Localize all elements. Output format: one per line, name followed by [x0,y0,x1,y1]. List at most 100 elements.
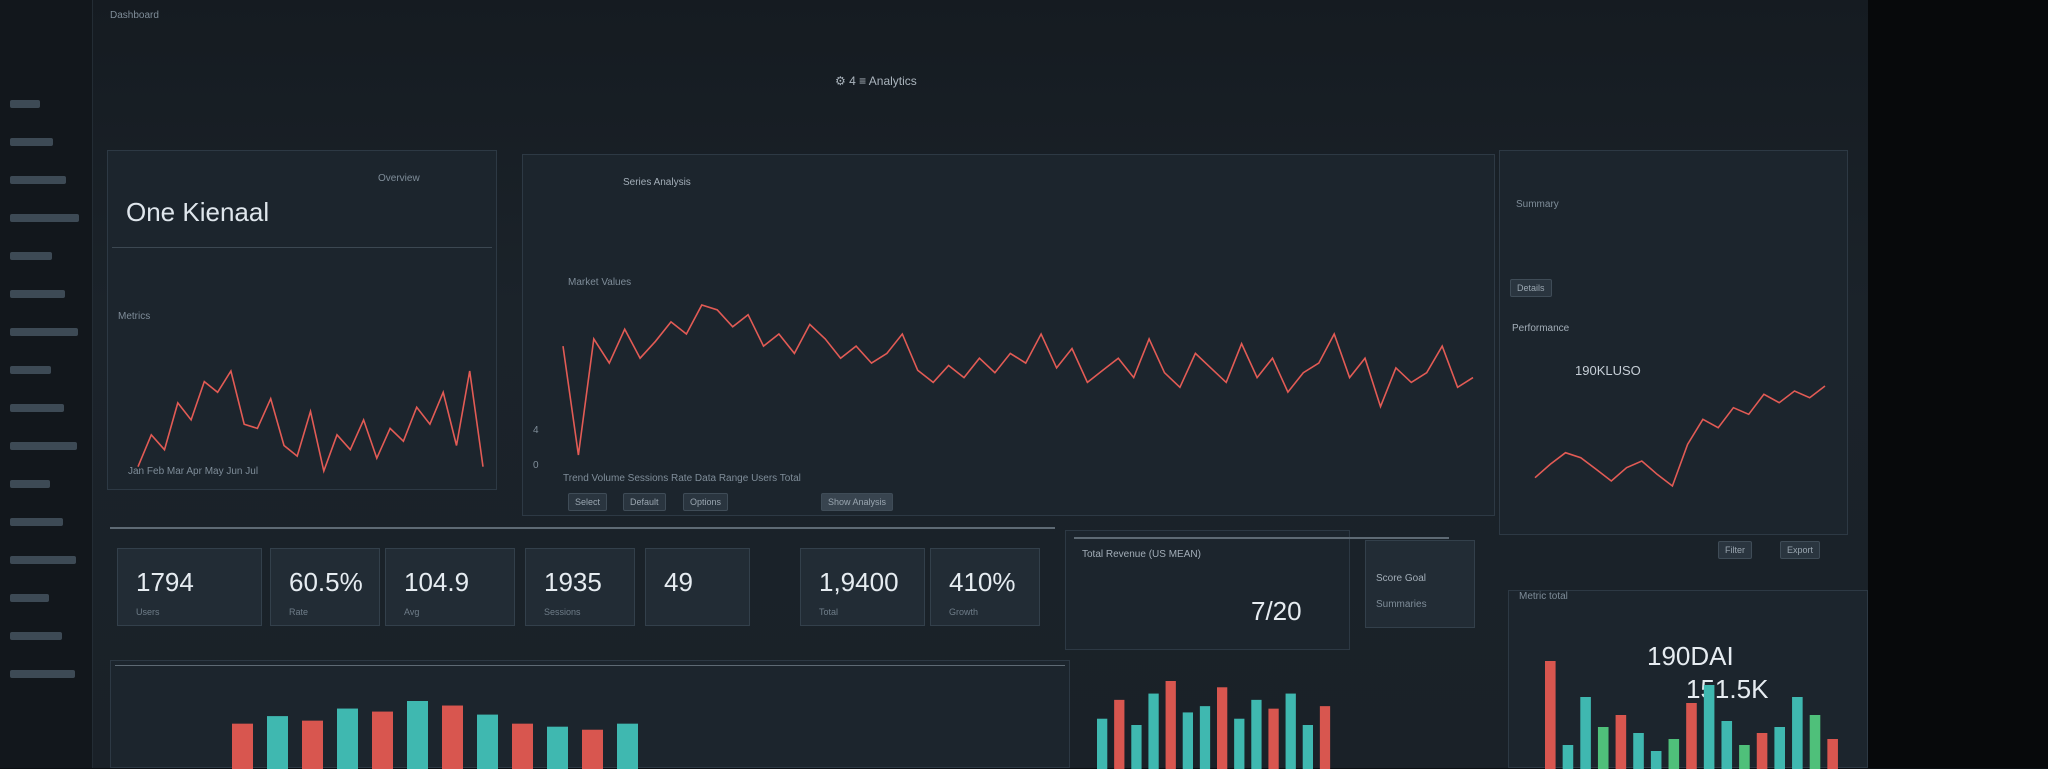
score-card: Score Goal Summaries [1365,540,1475,628]
bar [1302,725,1313,769]
bar [1285,693,1296,769]
bar [1097,718,1108,769]
bar [1650,751,1662,769]
kpi-label: Avg [404,607,420,617]
right-line-chart [1534,385,1826,488]
export-button[interactable]: Export [1780,541,1821,559]
bar [1739,745,1750,769]
bar [1199,706,1211,769]
bar [582,729,603,769]
select-button[interactable]: Select [568,493,608,511]
kpi-value: 1794 [136,567,194,597]
bottom-left-panel [110,660,1331,769]
bar [1182,712,1193,769]
sidebar-item[interactable] [10,138,53,146]
sidebar-item[interactable] [10,480,50,488]
divider [115,665,1065,666]
card-subtitle: Summaries [1376,599,1427,610]
dashboard-screen: Dashboard ⚙ 4 ≡ Analytics Overview One K… [0,0,1868,769]
details-tab[interactable]: Details [1510,279,1552,297]
center-chart-panel: Series Analysis Market Values 4 0 Trend … [522,154,1495,516]
kpi-card: 1935 Sessions [525,548,635,626]
bar [442,705,463,769]
sidebar-item[interactable] [10,100,40,108]
y-tick: 0 [533,460,539,471]
sidebar-item[interactable] [10,442,77,450]
bottom-right-panel: Metric total 190DAI 151.5K [1508,590,1868,769]
panel-title: Total Revenue (US MEAN) [1082,549,1201,560]
metric-value: 190DAI [1647,641,1734,671]
sidebar-item[interactable] [10,632,62,640]
bar [1234,718,1245,769]
series-line [137,368,484,474]
bar [1809,715,1821,769]
default-button[interactable]: Default [623,493,666,511]
kpi-value: 410% [949,567,1016,597]
kpi-value: 1935 [544,567,602,597]
y-tick: 4 [533,425,539,436]
sidebar-item[interactable] [10,556,76,564]
metric-value-secondary: 151.5K [1686,674,1769,704]
kpi-value: 49 [664,567,693,597]
kpi-card: 49 [645,548,750,626]
x-axis-labels: Trend Volume Sessions Rate Data Range Us… [563,473,801,484]
sidebar-item[interactable] [10,252,52,260]
sidebar-item[interactable] [10,290,65,298]
sidebar-item[interactable] [10,404,64,412]
kpi-label: Growth [949,607,979,617]
bar [1131,725,1142,769]
filter-button[interactable]: Filter [1718,541,1752,559]
sidebar-item[interactable] [10,518,63,526]
bar [1703,685,1715,769]
bar [337,708,358,769]
bar [1792,697,1803,769]
kpi-value: 60.5% [289,567,363,597]
topbar-title: Dashboard [110,10,159,21]
bar [477,714,498,769]
divider [112,247,492,248]
sidebar [0,0,93,768]
kpi-label: Rate [289,607,309,617]
bar [407,701,428,769]
bar [232,723,253,769]
sidebar-item[interactable] [10,366,51,374]
bar [1165,681,1176,769]
kpi-card: 1,9400 Total [800,548,925,626]
kpi-label: Sessions [544,607,581,617]
bar [1562,745,1574,769]
sidebar-item[interactable] [10,594,49,602]
sidebar-item[interactable] [10,214,79,222]
kpi-value: 104.9 [404,567,470,597]
series-line [1534,385,1826,488]
kpi-label: Total [819,607,839,617]
bar [1756,733,1768,769]
value-label: 190KLUSO [1575,363,1641,378]
panel-title: Performance [1512,323,1570,334]
panel-header: Series Analysis [623,177,691,188]
kpi-card: 104.9 Avg [385,548,515,626]
bar [512,723,533,769]
chart-label: Metrics [118,311,151,322]
series-line [562,304,1474,456]
topbar-center[interactable]: ⚙ 4 ≡ Analytics [835,74,917,88]
bar [1251,699,1262,769]
chart-label: Market Values [568,277,632,288]
kpi-card: 1794 Users [117,548,262,626]
bar [372,711,393,769]
panel-header: Summary [1516,199,1559,210]
bottom-left-bar-chart [232,701,638,769]
options-button[interactable]: Options [683,493,729,511]
center-line-chart [562,304,1474,456]
sidebar-item[interactable] [10,176,66,184]
bar [1545,661,1556,769]
bar [1217,687,1228,769]
show-analysis-button[interactable]: Show Analysis [821,493,894,511]
page-title: One Kienaal [126,197,270,227]
bar [1774,727,1785,769]
bar [617,723,638,769]
bar [1148,693,1159,769]
revenue-value: 7/20 [1251,596,1302,626]
sidebar-item[interactable] [10,670,75,678]
card-title: Score Goal [1376,573,1427,584]
sidebar-item[interactable] [10,328,78,336]
